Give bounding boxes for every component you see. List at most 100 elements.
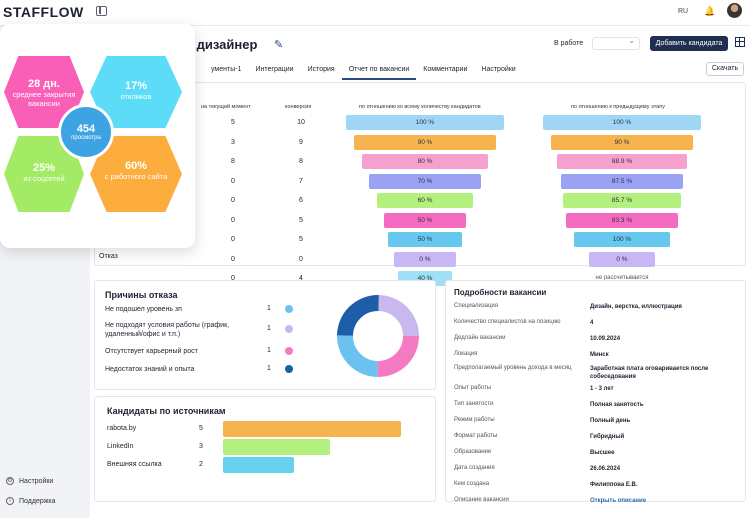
logo: STAFFLOW [3, 4, 84, 20]
cell-conversion: 8 [299, 158, 303, 165]
detail-label: Предполагаемый уровень дохода в месяц [454, 365, 572, 371]
legend-dot [285, 365, 293, 373]
detail-label: Специализация [454, 303, 499, 309]
avatar[interactable] [727, 3, 742, 18]
detail-label: Количество специалистов на позицию [454, 319, 561, 325]
download-button[interactable]: Скачать [706, 62, 744, 76]
detail-label: Дата создания [454, 465, 495, 471]
detail-value: Филиппова Е.В. [590, 482, 638, 488]
bell-icon[interactable]: 🔔 [704, 6, 716, 16]
detail-label: Образование [454, 449, 492, 455]
col-header-conversion: конверсия [285, 104, 312, 110]
funnel-bar-prev: 83.3 % [566, 212, 678, 228]
tab-documents[interactable]: ументы-1 [211, 66, 242, 73]
tab-integrations[interactable]: Интеграции [255, 66, 294, 73]
status-select[interactable] [592, 36, 640, 50]
cell-conversion: 6 [299, 197, 303, 204]
source-count: 5 [199, 425, 203, 432]
edit-icon[interactable]: ✎ [274, 39, 284, 51]
cell-conversion: 7 [299, 177, 303, 185]
reason-count: 1 [267, 325, 271, 332]
source-label: Внешняя ссылка [107, 461, 162, 468]
detail-value: Высшее [590, 450, 615, 456]
funnel-bar-all: 70 % [369, 173, 481, 189]
detail-value: Минск [590, 352, 609, 358]
sidebar-item-settings[interactable]: ⚙ Настройки [6, 477, 53, 485]
funnel-bar-prev: 88.9 % [557, 154, 687, 169]
source-count: 2 [199, 461, 203, 468]
info-icon: i [6, 497, 14, 505]
legend-dot [285, 325, 293, 333]
section-title: Подробности вакансии [454, 288, 547, 297]
legend-dot [285, 305, 293, 313]
reason-label: Не подходят условия работы (график, удал… [105, 322, 230, 338]
source-bar [223, 457, 295, 473]
stat-caption: из соцсетей [23, 174, 65, 183]
sidebar-item-support[interactable]: i Поддержка [6, 497, 56, 505]
add-candidate-button[interactable]: Добавить кандидата [650, 36, 728, 51]
funnel-bar-prev: 100 % [543, 115, 701, 130]
gear-icon: ⚙ [6, 477, 14, 485]
sidebar-toggle-icon[interactable] [96, 6, 107, 16]
cell-now: 3 [231, 138, 235, 146]
detail-value: Гибридный [590, 434, 625, 440]
reason-label: Недостаток знаний и опыта [105, 366, 195, 373]
sources-panel: Кандидаты по источникам rabota.by 5 Linked… [94, 396, 436, 502]
detail-value: Заработная плата оговаривается после соб… [590, 366, 709, 380]
source-bar [223, 439, 330, 455]
cell-conversion: 9 [299, 138, 303, 146]
tab-vacancy-report[interactable]: Отчет по вакансии [341, 64, 417, 80]
open-description-link[interactable]: Открыть описание [590, 498, 647, 504]
cell-conversion: 10 [297, 119, 305, 126]
stat-social: 25% из соцсетей [4, 136, 84, 212]
language-switch[interactable]: RU [678, 8, 689, 15]
section-title: Причины отказа [105, 290, 178, 300]
detail-value: Дизайн, верстка, иллюстрация [590, 304, 682, 310]
funnel-bar-all: 90 % [354, 134, 496, 150]
stat-views: 454 просмотра [58, 104, 114, 160]
cell-now: 0 [231, 197, 235, 204]
cell-conversion: 5 [299, 236, 303, 243]
funnel-bar-prev: 0 % [589, 251, 655, 267]
funnel-panel: на текущий момент конверсия по отношению… [94, 82, 746, 286]
cell-conversion: 4 [299, 275, 303, 282]
stat-caption: с работного сайта [104, 172, 168, 181]
funnel-bar-all: 60 % [377, 193, 473, 208]
tab-history[interactable]: История [307, 66, 335, 73]
col-header-prev: по отношению к предыдущему этапу [571, 104, 665, 110]
table-view-icon[interactable] [735, 37, 745, 47]
reasons-donut-chart [337, 295, 419, 377]
stat-caption: среднее закрытия вакансии [12, 90, 76, 108]
stat-value: 25% [32, 162, 56, 174]
funnel-bar-all: 0 % [394, 251, 456, 267]
tab-settings[interactable]: Настройки [481, 66, 516, 73]
cell-conversion: 5 [299, 216, 303, 224]
funnel-bar-prev: 100 % [574, 232, 670, 247]
page-title: й дизайнер [185, 37, 258, 52]
sidebar-item-label: Настройки [19, 477, 54, 485]
cell-now: 8 [231, 158, 235, 165]
detail-value: Полная занятость [590, 402, 644, 408]
top-bar: STAFFLOW RU 🔔 [0, 0, 750, 26]
donut-slice [337, 295, 419, 377]
not-calculated-note: не рассчитывается [595, 275, 649, 281]
detail-label: Описание вакансии [454, 497, 509, 503]
funnel-bar-all: 80 % [362, 154, 488, 169]
cell-now: 0 [231, 236, 235, 243]
detail-label: Опыт работы [454, 385, 492, 391]
reason-count: 1 [267, 347, 271, 354]
vacancy-details-panel: Подробности вакансии Специализация Дизайн… [445, 280, 746, 504]
reject-reasons-panel: Причины отказа Не подошел уровень зп 1 Не … [94, 280, 436, 390]
cell-now: 0 [231, 255, 235, 263]
detail-label: Формат работы [454, 433, 498, 439]
detail-label: Локация [454, 351, 478, 357]
detail-value: 10.09.2024 [590, 336, 621, 342]
donut-slice [337, 295, 419, 377]
detail-value: 26.06.2024 [590, 466, 621, 472]
donut-slice [337, 295, 419, 377]
tab-bar: ументы-1 Интеграции История Отчет по вак… [204, 64, 523, 80]
source-bar [223, 421, 401, 437]
tab-comments[interactable]: Комментарии [423, 66, 468, 73]
stat-caption: откликов [120, 92, 152, 101]
cell-conversion: 0 [299, 255, 303, 263]
